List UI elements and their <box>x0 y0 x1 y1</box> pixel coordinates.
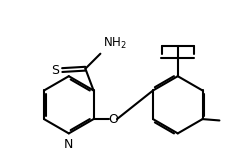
Text: N: N <box>64 138 74 151</box>
Text: NH$_2$: NH$_2$ <box>103 36 127 51</box>
Text: O: O <box>108 113 118 126</box>
Text: S: S <box>51 64 59 77</box>
